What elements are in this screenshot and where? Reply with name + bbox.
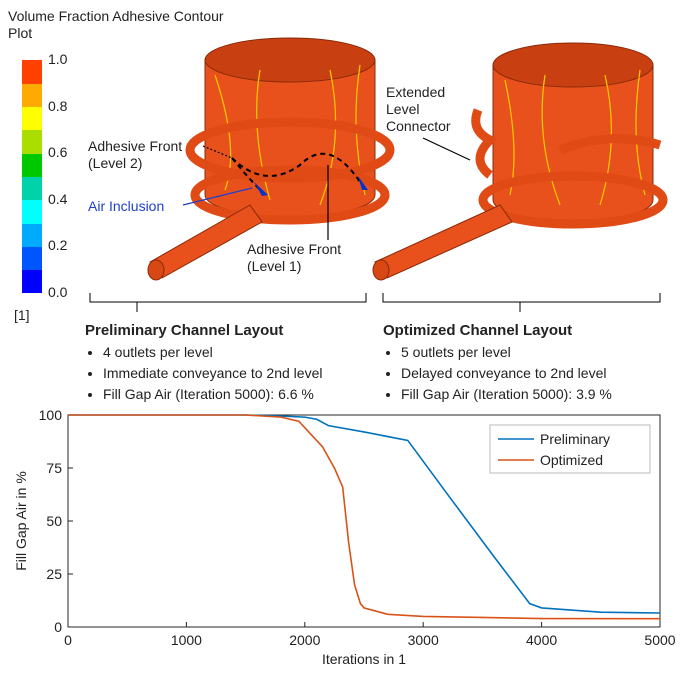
annotation: Extended Level Connector [386,84,451,135]
x-tick-label: 2000 [289,632,320,648]
layout-title: Optimized Channel Layout [383,322,572,339]
colorbar-tick-label: 0.2 [48,237,67,254]
bullet: Immediate conveyance to 2nd level [103,363,322,384]
x-tick-label: 4000 [526,632,557,648]
y-tick-label: 0 [54,619,62,635]
colorbar-tick-label: 0.0 [48,284,67,301]
bullet: Fill Gap Air (Iteration 5000): 3.9 % [401,384,612,405]
annotation: Air Inclusion [88,198,164,215]
x-tick-label: 3000 [408,632,439,648]
y-tick-label: 50 [46,513,62,529]
legend-label: Preliminary [540,431,610,447]
brackets [90,293,660,312]
y-axis-label: Fill Gap Air in % [13,471,29,571]
colorbar-tick-label: 0.8 [48,98,67,115]
colorbar-tick-label: 0.4 [48,191,67,208]
layout-bullets: 5 outlets per level Delayed conveyance t… [383,342,612,405]
layout-bullets: 4 outlets per level Immediate conveyance… [85,342,322,405]
page: {"contour": {"title": "Volume Fraction A… [0,0,692,673]
colorbar [22,60,42,293]
colorbar-tick-label: 0.6 [48,144,67,161]
bullet: 4 outlets per level [103,342,322,363]
contour-title: Volume Fraction Adhesive Contour Plot [8,8,238,42]
bullet: 5 outlets per level [401,342,612,363]
y-tick-label: 75 [46,460,62,476]
x-tick-label: 0 [64,632,72,648]
legend-label: Optimized [540,452,603,468]
annotation: Adhesive Front (Level 2) [88,138,182,172]
annotation: Adhesive Front (Level 1) [247,241,341,275]
x-tick-label: 1000 [171,632,202,648]
y-tick-label: 25 [46,566,62,582]
x-axis-label: Iterations in 1 [322,651,406,667]
colorbar-tick-label: 1.0 [48,51,67,68]
bullet: Fill Gap Air (Iteration 5000): 6.6 % [103,384,322,405]
colorbar-unit: [1] [14,307,30,324]
layout-title: Preliminary Channel Layout [85,322,283,339]
optimized-model [373,43,663,280]
x-tick-label: 5000 [644,632,675,648]
y-tick-label: 100 [39,407,63,423]
bullet: Delayed conveyance to 2nd level [401,363,612,384]
